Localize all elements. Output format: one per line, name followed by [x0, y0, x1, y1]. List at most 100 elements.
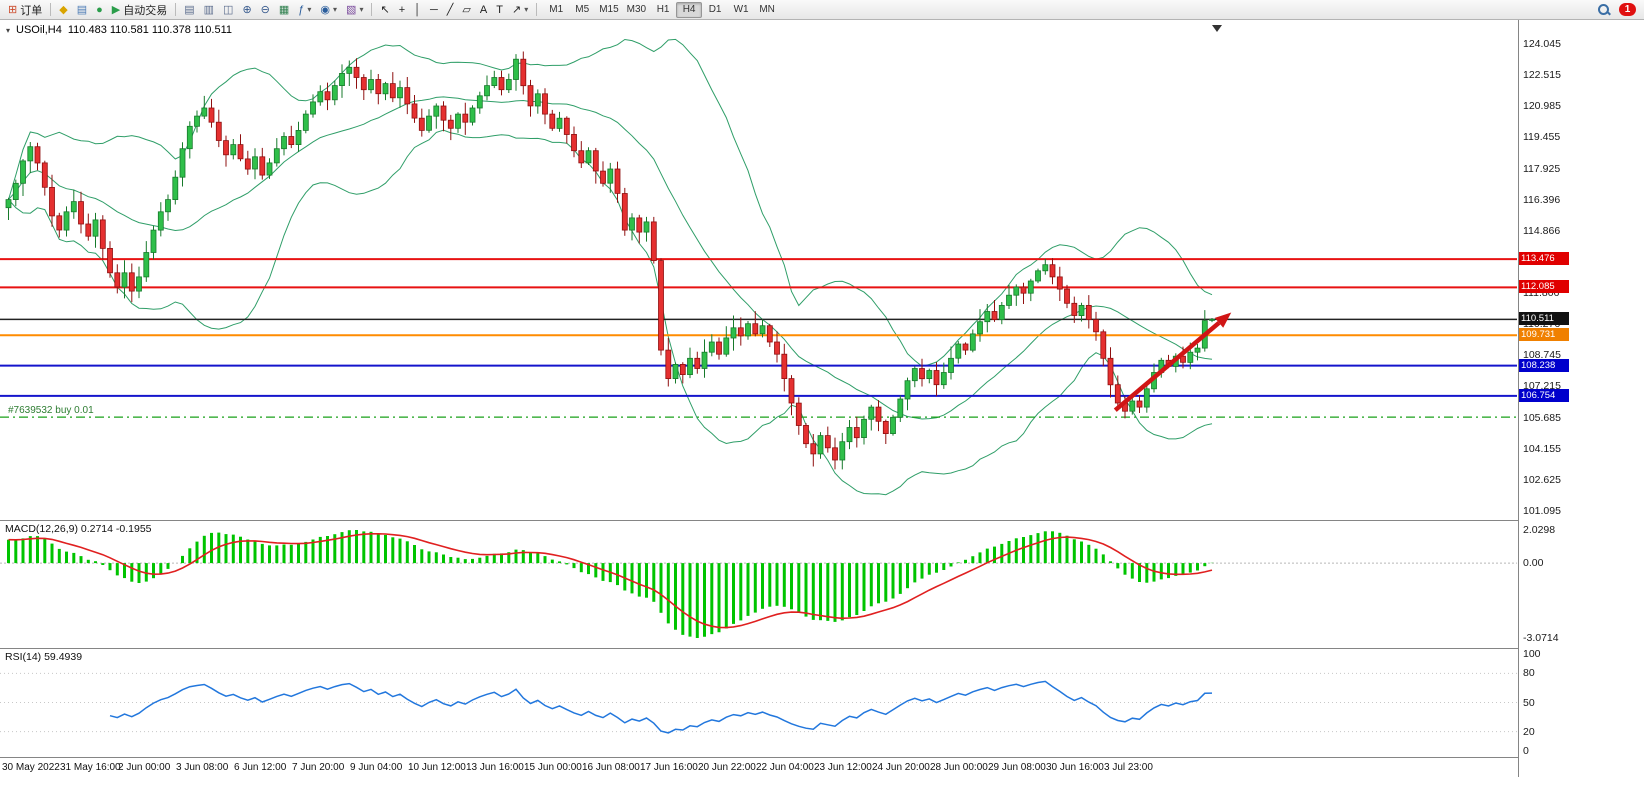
profiles-button[interactable]: ◉ ▾: [316, 1, 341, 19]
text-label-button[interactable]: T: [492, 1, 507, 19]
timeframe-m5-button[interactable]: M5: [569, 2, 595, 18]
timeframe-h1-button[interactable]: H1: [650, 2, 676, 18]
price-level-label: 106.754: [1519, 388, 1569, 402]
time-axis[interactable]: 30 May 2022 31 May 16:00 2 Jun 00:00 3 Jun …: [0, 758, 1518, 777]
tile-grid-button[interactable]: ▦: [275, 1, 293, 19]
trend-arrow[interactable]: [1113, 312, 1232, 412]
tile-horizontal-button[interactable]: ▤: [180, 1, 198, 19]
macd-scale-label: 2.0298: [1523, 524, 1556, 536]
panel-separator[interactable]: [0, 648, 1518, 649]
notification-badge[interactable]: 1: [1619, 3, 1636, 16]
price-level-label: 110.511: [1519, 312, 1569, 326]
price-level-label: 113.476: [1519, 252, 1569, 266]
text-button[interactable]: A: [476, 1, 491, 19]
chevron-down-icon: ▾: [333, 5, 338, 14]
timeframe-m1-button[interactable]: M1: [543, 2, 569, 18]
tile-horizontal-icon: ▤: [184, 3, 195, 16]
time-label: 20 Jun 22:00: [698, 762, 756, 773]
horizontal-line-button[interactable]: ─: [426, 1, 442, 19]
chevron-down-icon: ▾: [359, 5, 364, 14]
arrows-button[interactable]: ↗ ▾: [508, 1, 532, 19]
timeframe-mn-button[interactable]: MN: [754, 2, 780, 18]
profile-icon: ◉: [320, 3, 331, 16]
time-label: 28 Jun 00:00: [930, 762, 988, 773]
price-scale-label: 105.685: [1523, 411, 1561, 424]
magnifier-handle: [1606, 10, 1611, 15]
chart-shift-marker[interactable]: [1212, 25, 1222, 32]
vertical-line-button[interactable]: │: [410, 1, 425, 19]
new-order-button[interactable]: ⊞ 订单: [4, 1, 46, 19]
crosshair-button[interactable]: +: [395, 1, 409, 19]
chevron-down-icon[interactable]: ▾: [6, 25, 11, 35]
indicators-button[interactable]: ƒ ▾: [294, 1, 315, 19]
cascade-icon: ◫: [223, 3, 234, 16]
panel-separator[interactable]: [0, 520, 1518, 521]
arrow-icon: ↗: [511, 3, 522, 16]
channel-icon: ▱: [462, 3, 471, 16]
time-label: 24 Jun 20:00: [872, 762, 930, 773]
toolbar-right: 1: [1597, 3, 1640, 17]
trade-line-label: #7639532 buy 0.01: [8, 405, 94, 416]
candles: [5, 51, 1215, 470]
timeframe-h4-button[interactable]: H4: [676, 1, 703, 18]
play-icon: ▶: [111, 3, 121, 16]
rsi-scale-label: 20: [1523, 725, 1535, 738]
time-label: 6 Jun 12:00: [234, 762, 287, 773]
time-label: 17 Jun 16:00: [640, 762, 698, 773]
zoom-in-button[interactable]: ⊕: [238, 1, 255, 19]
market-watch-button[interactable]: ▤: [73, 1, 91, 19]
tile-vertical-button[interactable]: ▥: [200, 1, 218, 19]
rsi-line: [109, 680, 1213, 734]
vertical-line-icon: │: [414, 3, 421, 16]
price-scale-label: 101.095: [1523, 505, 1561, 517]
algo-trading-button[interactable]: ▶ 自动交易: [108, 1, 171, 19]
timeframe-d1-button[interactable]: D1: [702, 2, 728, 18]
trendline-button[interactable]: ╱: [443, 1, 458, 19]
metaeditor-button[interactable]: ◆: [55, 1, 71, 19]
timeframe-group: M1 M5 M15 M30 H1 H4 D1 W1 MN: [543, 1, 780, 18]
channel-button[interactable]: ▱: [458, 1, 474, 19]
price-level-label: 112.085: [1519, 280, 1569, 294]
templates-button[interactable]: ▧ ▾: [342, 1, 367, 19]
search-icon[interactable]: [1597, 3, 1611, 17]
cursor-button[interactable]: ↖: [376, 1, 393, 19]
chevron-down-icon: ▾: [524, 5, 529, 14]
macd-signal-line: [8, 533, 1213, 629]
level-lines[interactable]: [0, 258, 1517, 397]
timeframe-w1-button[interactable]: W1: [728, 2, 754, 18]
toolbar-buttons: ⊞ 订单 ◆ ▤ ● ▶ 自动交易 ▤ ▥ ◫ ⊕ ⊖ ▦ ƒ ▾ ◉ ▾ ▧ ▾ ↖ + │ ─ ╱ ▱ A T ↗ ▾: [4, 1, 540, 19]
cascade-windows-button[interactable]: ◫: [219, 1, 237, 19]
tile-vertical-icon: ▥: [203, 3, 215, 16]
toolbar-separator: [371, 3, 373, 16]
macd-label: MACD(12,26,9) 0.2714 -0.1955: [5, 523, 152, 535]
zoom-out-button[interactable]: ⊖: [257, 1, 274, 19]
price-scale-label: 102.625: [1523, 473, 1561, 486]
time-label: 30 Jun 16:00: [1046, 762, 1104, 773]
price-scale[interactable]: 124.045 122.515 120.985 119.455 117.925 116.3…: [1518, 20, 1644, 777]
rsi-label: RSI(14) 59.4939: [5, 651, 83, 663]
cursor-icon: ↖: [380, 3, 390, 16]
trade-line[interactable]: #7639532 buy 0.01: [0, 405, 1517, 418]
rsi-levels: [0, 672, 1517, 733]
symbol-ohlc: 110.483 110.581 110.378 110.511: [67, 24, 232, 36]
timeframe-m15-button[interactable]: M15: [595, 2, 622, 18]
window-icon: ▤: [76, 3, 88, 16]
algo-trading-button-label: 自动交易: [123, 4, 168, 17]
horizontal-line-icon: ─: [430, 3, 438, 16]
time-label: 29 Jun 08:00: [988, 762, 1046, 773]
economic-news-button[interactable]: ●: [92, 1, 107, 19]
indicator-icon: ƒ: [298, 3, 305, 16]
time-label: 31 May 16:00: [60, 762, 121, 773]
text-icon: A: [479, 3, 488, 16]
macd-scale-label: -3.0714: [1523, 632, 1559, 644]
macd-panel[interactable]: [0, 520, 1518, 648]
rsi-scale-label: 80: [1523, 667, 1535, 680]
price-scale-label: 117.925: [1523, 162, 1561, 175]
rsi-panel[interactable]: [0, 648, 1518, 758]
price-level-label: 108.238: [1519, 358, 1569, 372]
main-chart[interactable]: #7639532 buy 0.01: [0, 20, 1518, 520]
timeframe-m30-button[interactable]: M30: [623, 2, 650, 18]
chevron-down-icon: ▾: [307, 5, 312, 14]
template-icon: ▧: [346, 3, 357, 16]
